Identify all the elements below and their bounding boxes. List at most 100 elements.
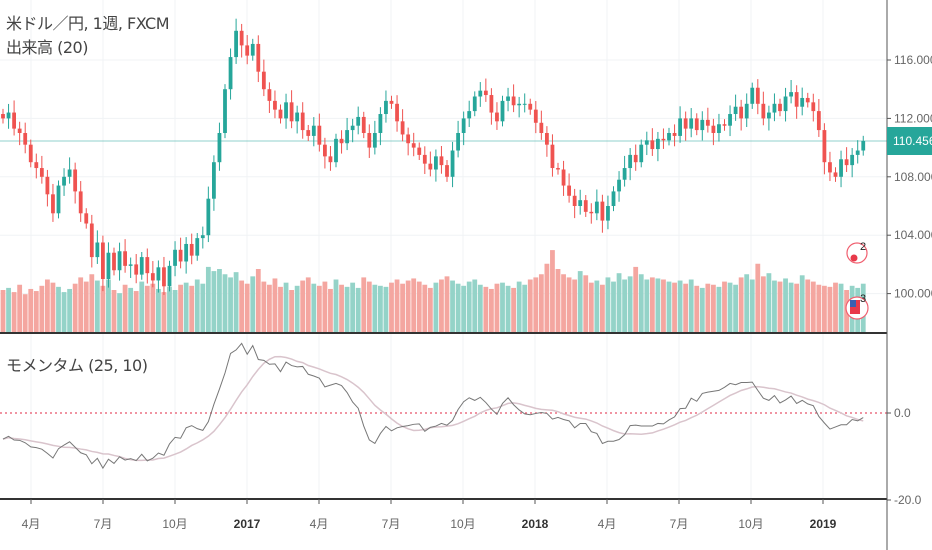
candle-body [617,179,621,192]
candle-body [328,156,333,163]
candle [833,167,838,182]
candle-body [761,103,766,119]
volume-bar [566,277,572,332]
candle-body [195,238,200,256]
candle-body [45,176,50,195]
candle [217,122,222,171]
candle [822,123,827,175]
volume-legend[interactable]: 出来高 (20) [6,38,88,57]
event-marker-dividend[interactable]: 2 [846,241,868,264]
candle-body [384,100,388,115]
volume-bar [22,294,28,332]
volume-bar [527,279,533,332]
candle-body [134,264,139,275]
volume-bar [211,271,217,332]
candle-body [778,103,782,112]
volume-bar [333,279,339,332]
momentum-axis[interactable]: 0.0 -20.0 [887,406,922,507]
candle [128,257,133,278]
candle-body [861,140,866,151]
candle [461,111,466,146]
candle-body [439,156,444,166]
volume-bar [711,284,716,332]
price-axis[interactable]: 116.000 112.000 108.000 104.000 100.000 [887,53,932,301]
candle [339,130,344,154]
volume-bar [633,266,639,332]
volume-bar [461,285,467,332]
candle [184,237,189,274]
volume-bar [361,277,367,332]
candle [800,87,805,116]
candle [805,92,810,108]
volume-bar [144,285,150,332]
candle [145,248,150,284]
volume-bar [17,284,23,332]
volume-bar [283,282,289,332]
volume-bar [350,282,356,332]
candle [372,120,377,155]
volume-bar [827,286,833,332]
volume-bar [194,279,200,332]
candle [67,157,72,184]
candle [101,235,105,292]
volume-bar [644,279,650,332]
volume-bar [522,284,528,332]
volume-bar [705,283,711,332]
candle [472,91,477,117]
volume-bar [727,282,733,332]
momentum-tick-label: 0.0 [894,406,911,420]
candle [123,239,127,273]
candle [284,93,288,129]
time-tick-label: 10月 [450,517,475,531]
volume-bar [416,281,422,332]
momentum-tick-label: -20.0 [894,493,922,507]
volume-bar [300,280,306,332]
volume-bar [78,277,84,332]
candle [445,160,449,182]
volume-bar [699,287,705,332]
candle [200,226,205,249]
symbol-legend[interactable]: 米ドル／円, 1週, FXCM [6,14,170,33]
candle [678,106,682,143]
candle [23,122,28,154]
time-axis[interactable]: 4月 7月 10月 2017 4月 7月 10月 2018 4月 7月 10月 2019 [22,499,837,531]
event-marker-earnings[interactable]: 3 [845,293,869,320]
candle-body [800,97,805,107]
candle [34,153,39,179]
volume-bar [738,277,744,332]
volume-bar [316,285,322,332]
volume-bar [294,285,300,332]
candle-body [206,198,211,236]
candle [778,98,782,117]
candle [528,98,533,115]
candle [506,87,510,112]
candle [261,59,266,97]
candle [139,251,144,280]
candle-body [167,265,172,287]
volume-bar [544,263,550,332]
volume-bar [405,280,411,332]
candle-body [445,165,449,177]
volume-bar [772,280,777,332]
candle [156,260,161,293]
candle [517,96,522,118]
candle [239,23,244,58]
candle-body [539,122,544,133]
volume-bar [655,278,661,332]
volume-bar [588,282,594,332]
candle-body [500,100,505,122]
momentum-legend[interactable]: モメンタム (25, 10) [6,356,148,375]
candlesticks [1,18,866,295]
volume-bar [28,288,34,332]
candle-body [794,92,799,107]
volume-bar [661,279,666,332]
volume-bar [500,282,505,332]
candle-body [578,200,583,206]
candle-body [317,125,322,145]
candle-body [56,185,61,214]
candle [51,183,55,222]
candle [89,214,94,268]
candle [733,94,738,121]
candle-body [495,112,499,122]
